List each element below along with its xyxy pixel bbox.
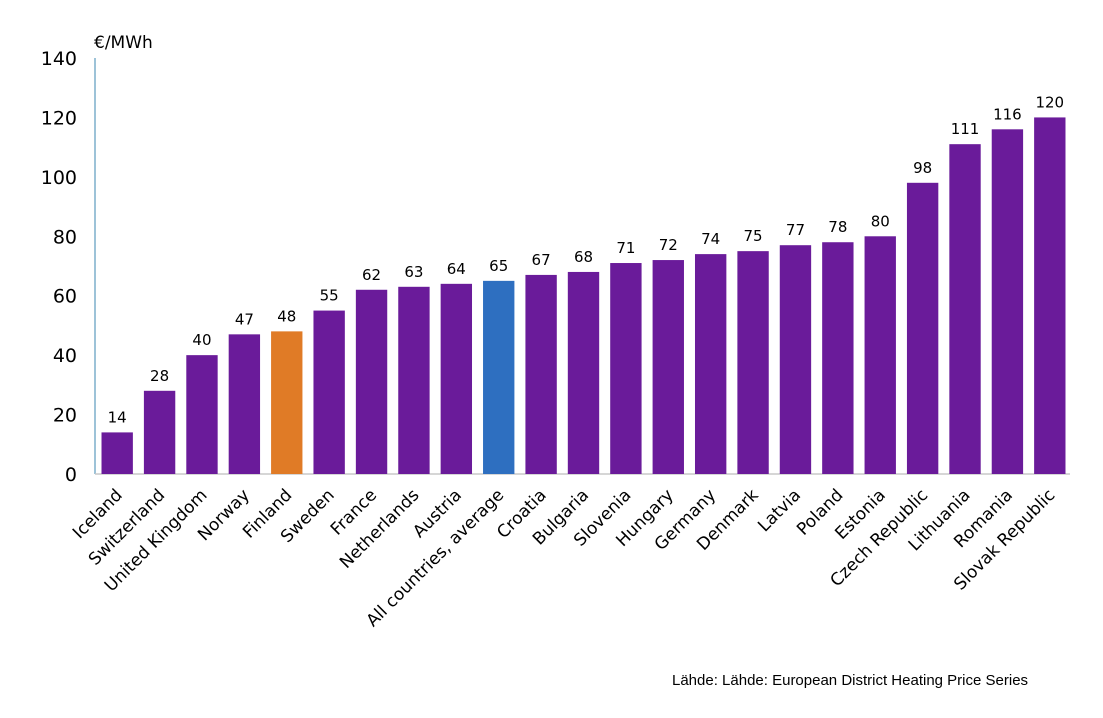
- value-label-norway: 47: [235, 310, 254, 328]
- bar-hungary: [652, 260, 684, 474]
- bar-united-kingdom: [186, 355, 218, 474]
- value-label-united-kingdom: 40: [192, 331, 211, 349]
- value-label-iceland: 14: [108, 408, 127, 426]
- bar-slovak-republic: [1034, 117, 1066, 474]
- bar-czech-republic: [906, 182, 939, 475]
- bar-germany: [694, 254, 727, 474]
- value-label-netherlands: 63: [404, 263, 423, 281]
- y-axis-unit-label: €/MWh: [94, 33, 153, 53]
- value-label-romania: 116: [993, 105, 1022, 123]
- bar-poland: [822, 242, 854, 474]
- bar-norway: [228, 334, 261, 474]
- value-label-czech-republic: 98: [913, 159, 932, 177]
- y-tick-label: 20: [53, 405, 77, 427]
- value-label-bulgaria: 68: [574, 248, 593, 266]
- y-tick-label: 80: [53, 226, 77, 248]
- y-tick-label: 40: [53, 345, 77, 367]
- bar-latvia: [779, 245, 812, 474]
- bar-netherlands: [398, 286, 430, 474]
- bar-sweden: [313, 310, 345, 474]
- source-note: Lähde: Lähde: European District Heating …: [672, 672, 1029, 689]
- value-label-denmark: 75: [744, 227, 763, 245]
- value-label-switzerland: 28: [150, 367, 169, 385]
- value-label-germany: 74: [701, 230, 720, 248]
- bar-france: [355, 289, 388, 474]
- bar-all-countries-average: [483, 280, 515, 474]
- value-label-france: 62: [362, 266, 381, 284]
- bar-estonia: [864, 236, 896, 474]
- value-label-sweden: 55: [320, 287, 339, 305]
- value-label-slovenia: 71: [616, 239, 635, 257]
- value-label-hungary: 72: [659, 236, 678, 254]
- value-label-slovak-republic: 120: [1035, 93, 1064, 111]
- value-label-lithuania: 111: [951, 120, 980, 138]
- value-label-croatia: 67: [532, 251, 551, 269]
- bar-romania: [991, 129, 1024, 475]
- value-label-all-countries-average: 65: [489, 257, 508, 275]
- value-label-poland: 78: [828, 218, 847, 236]
- y-tick-label: 140: [41, 48, 77, 70]
- value-label-estonia: 80: [871, 212, 890, 230]
- bar-slovenia: [610, 263, 642, 474]
- y-tick-label: 0: [65, 464, 77, 486]
- bar-lithuania: [949, 144, 981, 474]
- bar-finland: [271, 331, 303, 474]
- bar-denmark: [737, 251, 769, 474]
- bar-croatia: [525, 274, 557, 474]
- bar-austria: [440, 283, 473, 474]
- bar-switzerland: [143, 390, 176, 474]
- value-label-austria: 64: [447, 260, 466, 278]
- value-label-finland: 48: [277, 307, 296, 325]
- bars: [101, 117, 1066, 475]
- y-tick-label: 100: [41, 167, 77, 189]
- y-tick-label: 60: [53, 286, 77, 308]
- bar-bulgaria: [567, 271, 600, 474]
- bar-iceland: [101, 432, 133, 474]
- value-label-latvia: 77: [786, 221, 805, 239]
- value-labels: 14 28 40 47 48 55 62 63 64 65 67 68 71 72 74 75 77 78 80 98…: [108, 93, 1064, 426]
- y-tick-label: 120: [41, 107, 77, 129]
